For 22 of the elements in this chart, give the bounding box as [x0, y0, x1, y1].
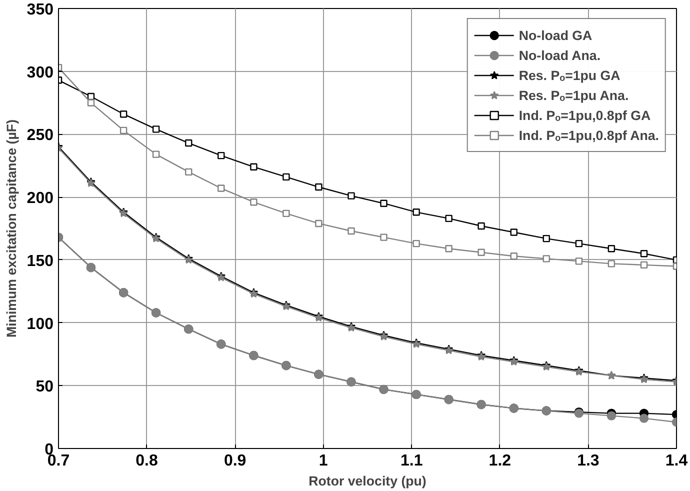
y-tick-label: 200	[26, 190, 54, 208]
x-tick-label: 1.3	[577, 452, 600, 470]
legend-label: Res. Pₒ=1pu GA	[518, 68, 620, 82]
y-tick-label: 100	[26, 316, 54, 333]
x-tick-label: 1.4	[665, 452, 688, 470]
x-tick-label: 0.8	[136, 452, 158, 470]
legend-label: Ind. Pₒ=1pu,0.8pf GA	[518, 108, 651, 122]
legend-label: No-load Ana.	[518, 48, 601, 62]
x-tick-label: 1	[318, 452, 328, 470]
x-tick-label: 1.2	[488, 452, 512, 470]
legend-label: Ind. Pₒ=1pu,0.8pf Ana.	[518, 128, 659, 142]
x-axis-title: Rotor velocity (pu)	[308, 474, 426, 488]
x-tick-label: 0.9	[224, 452, 246, 470]
y-tick-label: 350	[26, 2, 54, 18]
legend-label: Res. Pₒ=1pu Ana.	[518, 88, 629, 102]
x-tick-label: 1.1	[400, 452, 423, 470]
y-tick-label: 50	[36, 378, 54, 396]
y-axis-title: Minimum excitation capitance (µF)	[4, 119, 19, 338]
legend-label: No-load GA	[518, 28, 592, 42]
y-tick-label: 150	[26, 252, 54, 270]
y-tick-label: 300	[26, 64, 54, 82]
y-tick-label: 250	[26, 127, 54, 144]
